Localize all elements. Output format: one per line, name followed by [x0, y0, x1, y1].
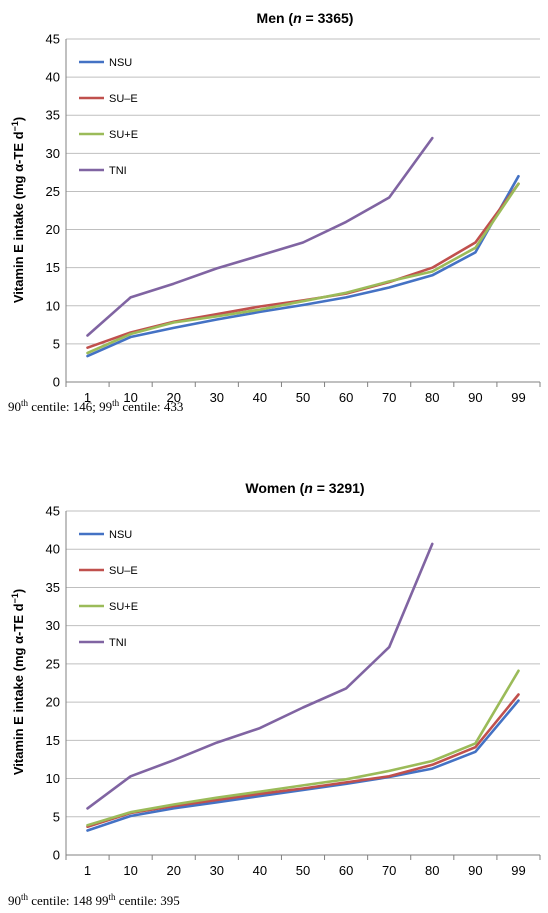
series-lines [86, 136, 520, 358]
x-tick-label: 10 [123, 863, 137, 878]
series-line-tni [86, 136, 434, 337]
x-tick-label: 60 [339, 390, 353, 405]
x-tick-label: 30 [210, 863, 224, 878]
y-tick-label: 45 [46, 32, 60, 47]
legend-label-su-e: SU–E [109, 93, 138, 105]
legend: NSU SU–E SU+E TNI [79, 529, 138, 649]
chart-title: Men (n = 3365) [257, 10, 354, 26]
series-line-nsu [86, 174, 520, 358]
y-tick-label: 45 [46, 504, 60, 519]
y-axis-label: Vitamin E intake (mg α-TE d−1) [10, 117, 26, 303]
legend-label-su-e: SU+E [109, 601, 138, 613]
x-tick-label: 30 [210, 390, 224, 405]
y-tick-label: 25 [46, 656, 60, 671]
y-tick-label: 30 [46, 146, 60, 161]
series-line-su-e [86, 693, 520, 829]
x-tick-label: 20 [166, 863, 180, 878]
y-tick-label: 5 [53, 336, 60, 351]
y-tick-label: 20 [46, 695, 60, 710]
series-line-su-e [86, 182, 520, 355]
women-chart: Women (n = 3291) Vitamin E intake (mg α-… [8, 480, 541, 908]
legend-label-su-e: SU–E [109, 565, 138, 577]
x-tick-label: 70 [382, 863, 396, 878]
x-tick-label: 1 [84, 390, 91, 405]
legend-label-tni: TNI [109, 165, 127, 177]
y-tick-label: 20 [46, 222, 60, 237]
y-tick-label: 30 [46, 618, 60, 633]
y-tick-label: 40 [46, 542, 60, 557]
centile-note: 90th centile: 146; 99th centile: 433 [8, 398, 183, 414]
y-tick-label: 0 [53, 375, 60, 390]
y-tick-label: 10 [46, 771, 60, 786]
y-tick-label: 25 [46, 184, 60, 199]
gridlines [65, 510, 541, 860]
x-tick-label: 99 [511, 863, 525, 878]
y-tick-label: 5 [53, 809, 60, 824]
x-tick-label: 50 [296, 863, 310, 878]
x-tick-label: 40 [253, 390, 267, 405]
y-tick-label: 40 [46, 70, 60, 85]
y-tick-label: 10 [46, 298, 60, 313]
x-tick-label: 20 [166, 390, 180, 405]
x-tick-label: 50 [296, 390, 310, 405]
series-line-su-e [86, 182, 520, 350]
x-tick-label: 80 [425, 863, 439, 878]
x-tick-label: 70 [382, 390, 396, 405]
y-tick-label: 35 [46, 580, 60, 595]
x-tick-label: 90 [468, 863, 482, 878]
men-chart: Men (n = 3365) Vitamin E intake (mg α-TE… [8, 10, 541, 414]
x-tick-label: 1 [84, 863, 91, 878]
x-tick-label: 40 [253, 863, 267, 878]
y-tick-label: 15 [46, 260, 60, 275]
centile-note: 90th centile: 148 99th centile: 395 [8, 892, 180, 908]
series-line-tni [86, 542, 434, 810]
series-line-nsu [86, 699, 520, 832]
y-tick-label: 15 [46, 733, 60, 748]
gridlines [65, 38, 541, 387]
x-tick-label: 80 [425, 390, 439, 405]
x-tick-label: 10 [123, 390, 137, 405]
series-line-su-e [86, 669, 520, 827]
legend-label-tni: TNI [109, 637, 127, 649]
legend-label-nsu: NSU [109, 57, 132, 69]
y-axis-label: Vitamin E intake (mg α-TE d−1) [10, 589, 26, 775]
x-tick-label: 99 [511, 390, 525, 405]
x-tick-label: 60 [339, 863, 353, 878]
chart-title: Women (n = 3291) [245, 480, 364, 496]
series-lines [86, 542, 520, 832]
legend-label-nsu: NSU [109, 529, 132, 541]
legend: NSU SU–E SU+E TNI [79, 57, 138, 177]
y-tick-labels: 0 5 10 15 20 25 30 35 40 45 [46, 32, 60, 390]
y-tick-label: 35 [46, 108, 60, 123]
x-tick-labels: 1 10 20 30 40 50 60 70 80 90 99 [84, 863, 526, 878]
legend-label-su-e: SU+E [109, 129, 138, 141]
x-tick-labels: 1 10 20 30 40 50 60 70 80 90 99 [84, 390, 526, 405]
y-tick-labels: 0 5 10 15 20 25 30 35 40 45 [46, 504, 60, 863]
x-tick-label: 90 [468, 390, 482, 405]
y-tick-label: 0 [53, 848, 60, 863]
